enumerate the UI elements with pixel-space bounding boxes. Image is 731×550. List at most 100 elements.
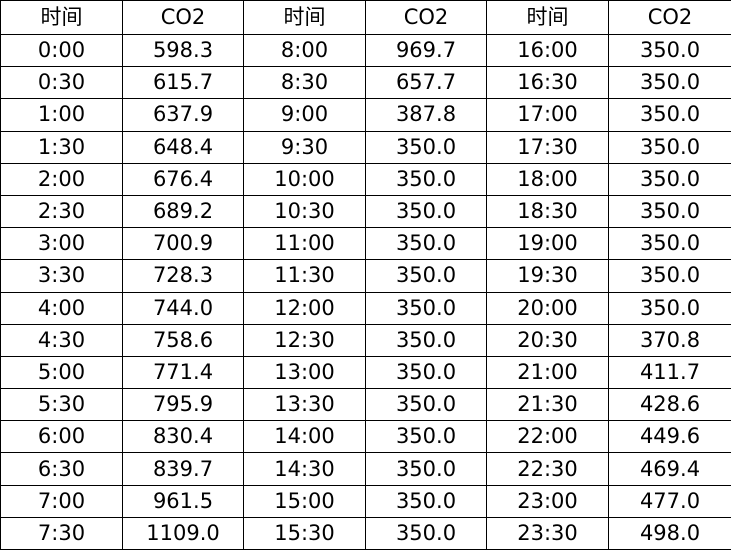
co2-cell: 700.9 — [122, 227, 244, 261]
co2-cell: 449.6 — [608, 420, 731, 454]
co2-cell: 598.3 — [122, 33, 244, 68]
time-cell: 1:30 — [0, 130, 123, 164]
time-cell: 2:00 — [0, 162, 123, 196]
time-cell: 7:00 — [0, 484, 123, 518]
co2-cell: 350.0 — [365, 259, 487, 293]
co2-cell: 637.9 — [122, 98, 244, 132]
co2-cell: 350.0 — [365, 323, 487, 357]
header-co2-1: CO2 — [122, 0, 244, 35]
time-cell: 2:30 — [0, 194, 123, 229]
time-cell: 10:30 — [243, 194, 366, 229]
co2-cell: 350.0 — [608, 130, 731, 164]
time-cell: 13:30 — [243, 388, 366, 422]
co2-cell: 771.4 — [122, 355, 244, 390]
co2-cell: 350.0 — [608, 259, 731, 293]
time-cell: 14:30 — [243, 452, 366, 486]
time-cell: 3:30 — [0, 259, 123, 293]
co2-cell: 689.2 — [122, 194, 244, 229]
time-cell: 11:30 — [243, 259, 366, 293]
table-row: 3:00 700.9 11:00 350.0 19:00 350.0 — [0, 227, 731, 261]
co2-cell: 350.0 — [365, 355, 487, 390]
time-cell: 12:30 — [243, 323, 366, 357]
time-cell: 20:00 — [486, 291, 609, 325]
co2-cell: 961.5 — [122, 484, 244, 518]
co2-cell: 350.0 — [608, 194, 731, 229]
time-cell: 15:00 — [243, 484, 366, 518]
co2-cell: 350.0 — [608, 98, 731, 132]
time-cell: 5:30 — [0, 388, 123, 422]
time-cell: 13:00 — [243, 355, 366, 390]
co2-cell: 428.6 — [608, 388, 731, 422]
time-cell: 22:00 — [486, 420, 609, 454]
table-body: 0:00 598.3 8:00 969.7 16:00 350.0 0:30 615.7 8:3… — [0, 33, 731, 550]
co2-cell: 350.0 — [365, 516, 487, 550]
time-cell: 1:00 — [0, 98, 123, 132]
time-cell: 4:00 — [0, 291, 123, 325]
co2-cell: 350.0 — [608, 66, 731, 100]
time-cell: 8:00 — [243, 33, 366, 68]
co2-cell: 758.6 — [122, 323, 244, 357]
co2-cell: 469.4 — [608, 452, 731, 486]
time-cell: 18:30 — [486, 194, 609, 229]
table-row: 4:00 744.0 12:00 350.0 20:00 350.0 — [0, 291, 731, 325]
time-cell: 18:00 — [486, 162, 609, 196]
co2-cell: 830.4 — [122, 420, 244, 454]
table-row: 2:00 676.4 10:00 350.0 18:00 350.0 — [0, 162, 731, 196]
time-cell: 21:00 — [486, 355, 609, 390]
time-cell: 20:30 — [486, 323, 609, 357]
co2-cell: 615.7 — [122, 66, 244, 100]
time-cell: 23:00 — [486, 484, 609, 518]
time-cell: 6:00 — [0, 420, 123, 454]
co2-cell: 350.0 — [608, 33, 731, 68]
co2-cell: 969.7 — [365, 33, 487, 68]
time-cell: 19:00 — [486, 227, 609, 261]
time-cell: 0:00 — [0, 33, 123, 68]
time-cell: 16:30 — [486, 66, 609, 100]
time-cell: 9:00 — [243, 98, 366, 132]
co2-cell: 1109.0 — [122, 516, 244, 550]
table-row: 0:00 598.3 8:00 969.7 16:00 350.0 — [0, 33, 731, 68]
time-cell: 17:30 — [486, 130, 609, 164]
table-row: 1:00 637.9 9:00 387.8 17:00 350.0 — [0, 98, 731, 132]
table-row: 3:30 728.3 11:30 350.0 19:30 350.0 — [0, 259, 731, 293]
table-row: 6:00 830.4 14:00 350.0 22:00 449.6 — [0, 420, 731, 454]
co2-cell: 676.4 — [122, 162, 244, 196]
table-row: 2:30 689.2 10:30 350.0 18:30 350.0 — [0, 194, 731, 229]
header-time-1: 时间 — [0, 0, 123, 35]
table-row: 4:30 758.6 12:30 350.0 20:30 370.8 — [0, 323, 731, 357]
co2-cell: 350.0 — [365, 130, 487, 164]
table-row: 1:30 648.4 9:30 350.0 17:30 350.0 — [0, 130, 731, 164]
time-cell: 11:00 — [243, 227, 366, 261]
time-cell: 6:30 — [0, 452, 123, 486]
time-cell: 23:30 — [486, 516, 609, 550]
time-cell: 7:30 — [0, 516, 123, 550]
time-cell: 4:30 — [0, 323, 123, 357]
co2-cell: 387.8 — [365, 98, 487, 132]
co2-cell: 350.0 — [608, 227, 731, 261]
co2-cell: 350.0 — [365, 420, 487, 454]
table-row: 5:30 795.9 13:30 350.0 21:30 428.6 — [0, 388, 731, 422]
co2-cell: 370.8 — [608, 323, 731, 357]
time-cell: 3:00 — [0, 227, 123, 261]
table-row: 6:30 839.7 14:30 350.0 22:30 469.4 — [0, 452, 731, 486]
time-cell: 15:30 — [243, 516, 366, 550]
time-cell: 5:00 — [0, 355, 123, 390]
header-time-2: 时间 — [243, 0, 366, 35]
time-cell: 19:30 — [486, 259, 609, 293]
header-row: 时间 CO2 时间 CO2 时间 CO2 — [0, 0, 731, 35]
table-row: 7:30 1109.0 15:30 350.0 23:30 498.0 — [0, 516, 731, 550]
header-time-3: 时间 — [486, 0, 609, 35]
co2-cell: 350.0 — [365, 291, 487, 325]
time-cell: 10:00 — [243, 162, 366, 196]
time-cell: 12:00 — [243, 291, 366, 325]
co2-cell: 350.0 — [365, 388, 487, 422]
header-co2-2: CO2 — [365, 0, 487, 35]
table-row: 5:00 771.4 13:00 350.0 21:00 411.7 — [0, 355, 731, 390]
co2-cell: 350.0 — [608, 162, 731, 196]
time-cell: 22:30 — [486, 452, 609, 486]
header-co2-3: CO2 — [608, 0, 731, 35]
co2-cell: 350.0 — [365, 227, 487, 261]
co2-cell: 411.7 — [608, 355, 731, 390]
co2-cell: 350.0 — [365, 162, 487, 196]
